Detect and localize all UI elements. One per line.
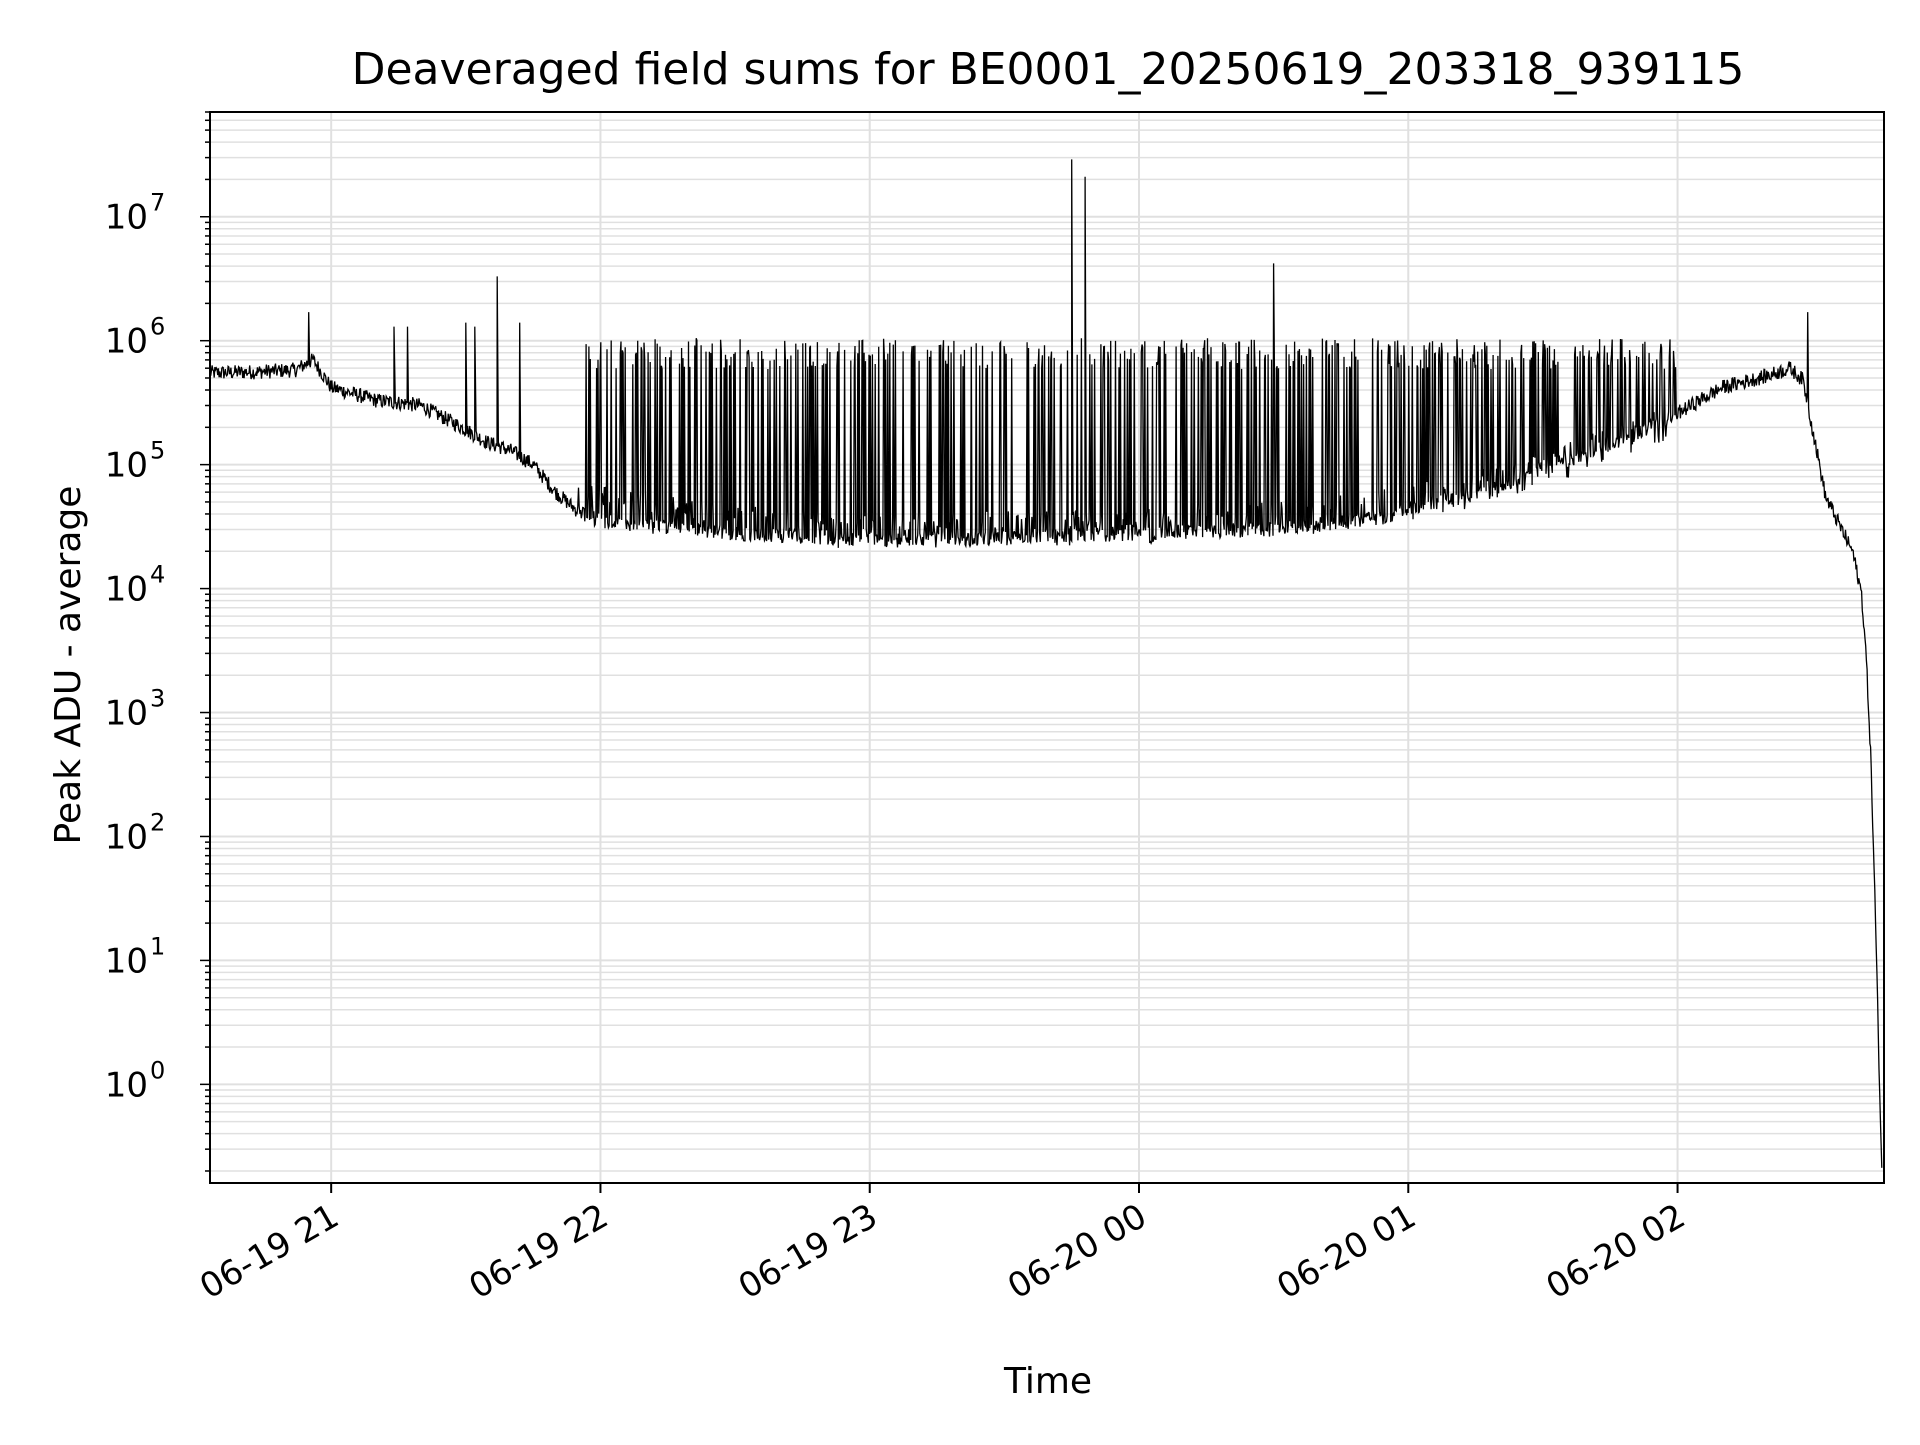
x-axis-label: Time [1003, 1361, 1092, 1402]
y-tick-label: 10 [105, 570, 148, 610]
y-axis-label: Peak ADU - average [48, 486, 89, 845]
x-tick-label: 06-19 23 [732, 1196, 884, 1307]
x-tick-label: 06-19 21 [193, 1196, 345, 1307]
x-tick-label: 06-20 02 [1540, 1196, 1692, 1307]
y-tick-label: 10 [105, 322, 148, 362]
x-tick-label: 06-20 00 [1001, 1196, 1153, 1307]
y-tick-label-exponent: 1 [150, 932, 165, 960]
grid-lines [210, 111, 1884, 1183]
y-tick-label-exponent: 4 [150, 561, 165, 589]
y-tick-label: 10 [105, 1065, 148, 1105]
y-tick-label-exponent: 7 [150, 189, 165, 217]
y-tick-label: 10 [105, 694, 148, 734]
y-tick-label: 10 [105, 198, 148, 238]
y-tick-label-exponent: 5 [150, 437, 165, 465]
y-tick-label: 10 [105, 941, 148, 981]
y-tick-label-exponent: 3 [150, 685, 165, 713]
y-tick-label-exponent: 2 [150, 808, 165, 836]
plot-frame [209, 111, 1885, 1184]
y-tick-label: 10 [105, 817, 148, 857]
chart-title: Deaveraged field sums for BE0001_2025061… [352, 44, 1745, 95]
x-tick-label: 06-19 22 [463, 1196, 615, 1307]
series-line [210, 159, 1883, 1168]
axes: 06-19 21 06-19 22 06-19 23 06-20 00 06-20 01… [105, 111, 1885, 1307]
y-tick-label: 10 [105, 446, 148, 486]
y-tick-label-exponent: 6 [150, 313, 165, 341]
x-tick-label: 06-20 01 [1270, 1196, 1422, 1307]
plot-area [210, 159, 1883, 1168]
y-tick-label-exponent: 0 [150, 1056, 165, 1084]
